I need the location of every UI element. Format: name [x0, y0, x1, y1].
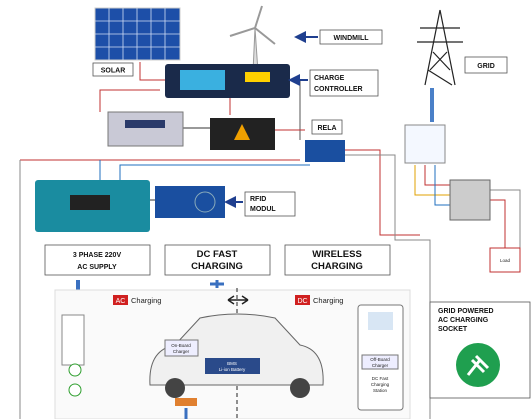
station-label: Station [373, 388, 388, 393]
grid-label: GRID [477, 63, 495, 70]
charge-controller-label: CHARGE [314, 75, 345, 82]
charge-controller-label: CONTROLLER [314, 86, 363, 93]
relay [305, 140, 345, 162]
windmill [230, 6, 275, 72]
arduino-chip [70, 195, 110, 210]
off-board-label: Charger [372, 363, 389, 368]
dc-fast-label: DC FAST [197, 249, 238, 260]
ac-charging-label: Charging [131, 296, 161, 305]
solar-panel [95, 8, 180, 60]
solar-label: SOLAR [101, 68, 126, 75]
power-meter [405, 125, 445, 163]
dc-charging-label: Charging [313, 296, 343, 305]
dc-tag: DC [297, 298, 307, 305]
diagram: SOLAR WINDMILL GRID CHARGE CONTROLLER RE… [0, 0, 532, 419]
wireless-label: CHARGING [311, 261, 363, 272]
ac-supply-label: AC SUPPLY [77, 264, 117, 271]
wireless-label: WIRELESS [312, 249, 362, 260]
charge-controller [165, 64, 290, 98]
station-label: DC Fast [372, 376, 389, 381]
socket [69, 364, 81, 376]
socket [69, 384, 81, 396]
wireless-pad [175, 398, 197, 406]
grid-socket-label: GRID POWERED [438, 308, 494, 315]
battery-label: Li-ion Battery [219, 367, 246, 372]
ac-charger-unit [62, 315, 84, 365]
station-screen [368, 312, 393, 330]
grid-socket-label: SOCKET [438, 326, 468, 333]
load-label: Load [500, 258, 511, 263]
station-label: Charging [371, 382, 390, 387]
grid-socket-label: AC CHARGING [438, 317, 489, 324]
rfid-label: RFID [250, 196, 266, 203]
windmill-label: WINDMILL [334, 35, 370, 42]
dc-fast-label: CHARGING [191, 261, 243, 272]
inverter-display [125, 120, 165, 128]
dc-arrow [210, 280, 224, 288]
off-board-label: Off-Board [370, 357, 390, 362]
on-board-label: Charger [173, 349, 190, 354]
on-board-label: On-Board [171, 343, 191, 348]
inverter [108, 112, 183, 146]
rfid-label: MODUL [250, 206, 276, 213]
ac-tag: AC [116, 298, 126, 305]
rela-label: RELA [317, 125, 336, 132]
breaker [450, 180, 490, 220]
grid-tower [417, 10, 463, 85]
battery-label: BMS [227, 361, 237, 366]
ac-supply-label: 3 PHASE 220V [73, 252, 122, 259]
